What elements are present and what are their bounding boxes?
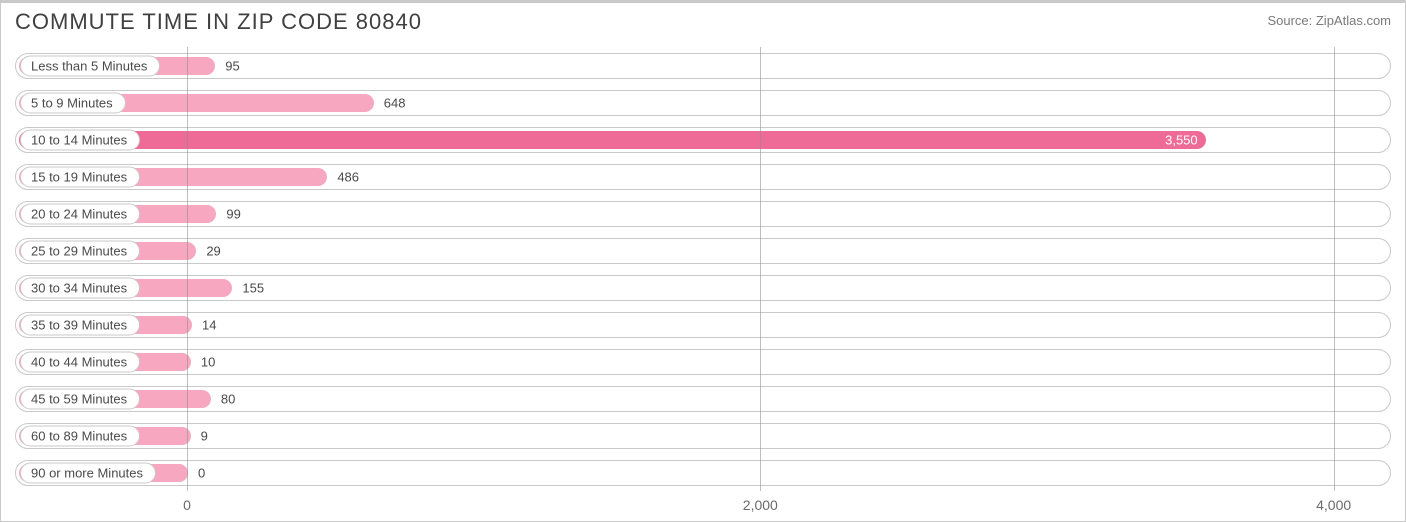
bar-track: 90 or more Minutes 0: [15, 460, 1391, 486]
category-label: 25 to 29 Minutes: [31, 243, 127, 258]
bar-row: 45 to 59 Minutes 80: [15, 380, 1391, 417]
category-label: 90 or more Minutes: [31, 465, 143, 480]
category-pill: 30 to 34 Minutes: [20, 277, 140, 298]
bar-track: 20 to 24 Minutes 99: [15, 201, 1391, 227]
bar-track: 15 to 19 Minutes 486: [15, 164, 1391, 190]
category-label: 35 to 39 Minutes: [31, 317, 127, 332]
x-tick-label: 4,000: [1316, 497, 1351, 513]
category-label: 20 to 24 Minutes: [31, 206, 127, 221]
category-label: 40 to 44 Minutes: [31, 354, 127, 369]
value-label: 0: [198, 465, 205, 480]
bars-group: Less than 5 Minutes 95 5 to 9 Minutes 648 10…: [15, 47, 1391, 491]
bar-track: 10 to 14 Minutes 3,550: [15, 127, 1391, 153]
chart-title: COMMUTE TIME IN ZIP CODE 80840: [15, 9, 422, 35]
value-label: 80: [221, 391, 235, 406]
category-pill: 5 to 9 Minutes: [20, 92, 126, 113]
bar-track: 30 to 34 Minutes 155: [15, 275, 1391, 301]
chart-container: COMMUTE TIME IN ZIP CODE 80840 Source: Z…: [0, 0, 1406, 522]
category-pill: 45 to 59 Minutes: [20, 388, 140, 409]
gridline: [1334, 47, 1335, 491]
plot-area: Less than 5 Minutes 95 5 to 9 Minutes 648 10…: [15, 47, 1391, 491]
value-label: 9: [201, 428, 208, 443]
bar-row: 60 to 89 Minutes 9: [15, 417, 1391, 454]
gridline: [760, 47, 761, 491]
chart-source: Source: ZipAtlas.com: [1267, 13, 1391, 28]
category-pill: Less than 5 Minutes: [20, 55, 160, 76]
bar-row: 30 to 34 Minutes 155: [15, 269, 1391, 306]
category-pill: 35 to 39 Minutes: [20, 314, 140, 335]
category-label: 30 to 34 Minutes: [31, 280, 127, 295]
bar-track: 60 to 89 Minutes 9: [15, 423, 1391, 449]
value-label: 10: [201, 354, 215, 369]
value-label: 95: [225, 58, 239, 73]
category-label: 60 to 89 Minutes: [31, 428, 127, 443]
bar-row: 15 to 19 Minutes 486: [15, 158, 1391, 195]
category-label: 45 to 59 Minutes: [31, 391, 127, 406]
bar-row: 90 or more Minutes 0: [15, 454, 1391, 491]
bar-row: 35 to 39 Minutes 14: [15, 306, 1391, 343]
bar-track: 25 to 29 Minutes 29: [15, 238, 1391, 264]
bar-track: 40 to 44 Minutes 10: [15, 349, 1391, 375]
category-label: Less than 5 Minutes: [31, 58, 147, 73]
x-axis: 0 2,000 4,000: [15, 497, 1391, 515]
bar-row: Less than 5 Minutes 95: [15, 47, 1391, 84]
x-tick-label: 0: [183, 497, 191, 513]
bar-row: 40 to 44 Minutes 10: [15, 343, 1391, 380]
value-label: 648: [384, 95, 406, 110]
bar-row: 10 to 14 Minutes 3,550: [15, 121, 1391, 158]
bar-track: 35 to 39 Minutes 14: [15, 312, 1391, 338]
x-tick-label: 2,000: [743, 497, 778, 513]
category-label: 10 to 14 Minutes: [31, 132, 127, 147]
bar-row: 5 to 9 Minutes 648: [15, 84, 1391, 121]
bar-row: 20 to 24 Minutes 99: [15, 195, 1391, 232]
category-pill: 25 to 29 Minutes: [20, 240, 140, 261]
category-pill: 60 to 89 Minutes: [20, 425, 140, 446]
value-label: 14: [202, 317, 216, 332]
bar-track: 5 to 9 Minutes 648: [15, 90, 1391, 116]
category-pill: 20 to 24 Minutes: [20, 203, 140, 224]
category-label: 5 to 9 Minutes: [31, 95, 113, 110]
category-pill: 10 to 14 Minutes: [20, 129, 140, 150]
value-label: 155: [242, 280, 264, 295]
category-label: 15 to 19 Minutes: [31, 169, 127, 184]
category-pill: 15 to 19 Minutes: [20, 166, 140, 187]
category-pill: 40 to 44 Minutes: [20, 351, 140, 372]
value-label: 3,550: [1165, 132, 1198, 147]
category-pill: 90 or more Minutes: [20, 462, 156, 483]
bar-track: 45 to 59 Minutes 80: [15, 386, 1391, 412]
value-label: 486: [337, 169, 359, 184]
bar-track: Less than 5 Minutes 95: [15, 53, 1391, 79]
value-label: 29: [206, 243, 220, 258]
gridline: [187, 47, 188, 491]
bar-row: 25 to 29 Minutes 29: [15, 232, 1391, 269]
bar-fill: [19, 131, 1206, 149]
value-label: 99: [226, 206, 240, 221]
